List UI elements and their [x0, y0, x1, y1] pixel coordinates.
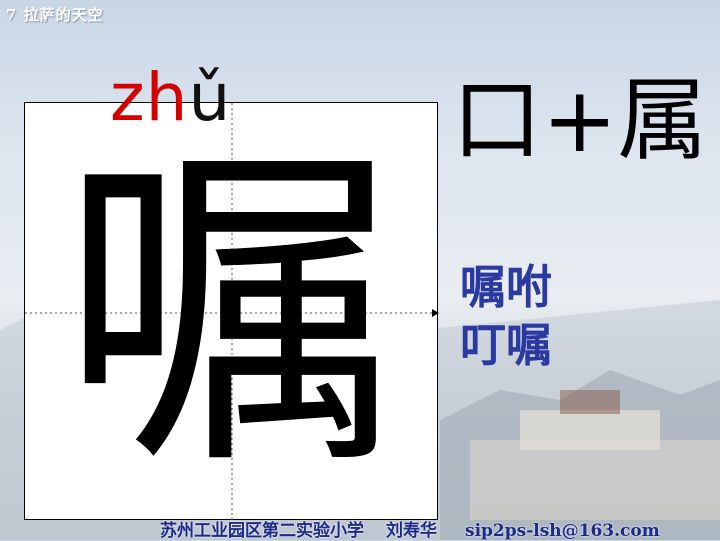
- footer-credits: 苏州工业园区第二实验小学 刘寿华 sip2ps-lsh@163.com: [160, 516, 720, 541]
- lesson-title: 7 拉萨的天空: [6, 6, 104, 24]
- pinyin-final: ǔ: [188, 59, 232, 136]
- main-character: 嘱: [61, 115, 401, 511]
- character-grid: [24, 102, 439, 521]
- grid-guides: [25, 103, 439, 521]
- pinyin: zhǔ: [110, 58, 231, 138]
- word-list: 嘱咐 叮嘱: [460, 258, 552, 374]
- word-item: 嘱咐: [460, 260, 552, 314]
- character-composition: 口+属: [452, 68, 708, 173]
- footer-school: 苏州工业园区第二实验小学: [160, 521, 364, 541]
- footer-author: 刘寿华: [386, 521, 437, 541]
- footer-email: sip2ps-lsh@163.com: [465, 521, 660, 541]
- word-item: 叮嘱: [460, 318, 552, 372]
- pinyin-initial: zh: [110, 59, 189, 136]
